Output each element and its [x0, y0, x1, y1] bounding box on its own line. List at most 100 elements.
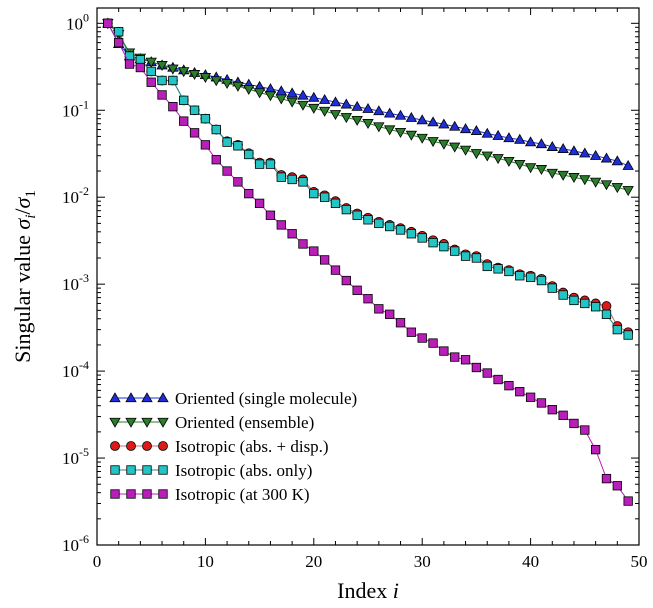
data-point — [612, 324, 622, 335]
x-tick-label: 0 — [93, 552, 102, 571]
legend-marker — [110, 465, 120, 475]
data-point — [481, 151, 493, 162]
data-point — [243, 84, 255, 95]
data-point — [569, 418, 579, 429]
data-point — [493, 374, 503, 385]
data-point — [450, 246, 460, 256]
x-axis-label: Index i — [337, 578, 399, 603]
data-point — [124, 59, 135, 69]
data-point — [579, 175, 591, 186]
data-point — [287, 229, 297, 239]
data-point — [492, 154, 504, 165]
data-point — [611, 155, 624, 166]
data-point — [221, 79, 233, 89]
data-point — [568, 145, 580, 156]
data-point — [405, 111, 418, 122]
data-point — [276, 220, 286, 230]
data-point — [482, 368, 492, 378]
data-point — [535, 165, 548, 175]
data-point — [438, 118, 450, 129]
data-point — [383, 107, 396, 118]
data-point — [459, 123, 472, 134]
data-point — [503, 156, 515, 167]
data-point — [579, 147, 591, 158]
legend-item: Isotropic (at 300 K) — [110, 485, 310, 504]
data-point — [427, 116, 439, 127]
data-point — [265, 159, 276, 169]
axis-labels: Index i Singular value σi/σ1 — [10, 190, 399, 603]
data-point — [611, 183, 624, 194]
data-point — [200, 140, 211, 150]
data-point — [547, 405, 557, 415]
data-point — [298, 239, 308, 249]
data-point — [406, 327, 417, 337]
data-point — [340, 113, 353, 124]
data-point — [200, 114, 211, 124]
data-point — [385, 309, 395, 319]
data-point — [189, 105, 200, 115]
data-point — [114, 27, 124, 37]
data-point — [145, 57, 157, 68]
data-point — [514, 159, 526, 170]
data-point — [286, 87, 298, 98]
data-point — [319, 192, 330, 202]
legend-marker — [110, 441, 120, 451]
data-point — [515, 387, 525, 397]
data-point — [341, 275, 351, 286]
series-4 — [103, 18, 633, 506]
data-point — [373, 122, 385, 133]
data-point — [395, 225, 406, 235]
data-point — [427, 137, 439, 148]
data-point — [222, 166, 232, 176]
legend-marker — [109, 392, 121, 403]
legend-marker — [158, 489, 168, 499]
data-point — [210, 76, 222, 87]
data-point — [363, 215, 373, 225]
legend-label: Isotropic (abs. + disp.) — [175, 437, 329, 456]
data-point — [449, 142, 461, 153]
data-point — [146, 77, 156, 87]
data-point — [264, 91, 277, 102]
data-point — [383, 125, 396, 136]
data-point — [569, 295, 579, 306]
data-point — [514, 133, 526, 144]
data-point — [157, 75, 167, 86]
data-point — [622, 159, 634, 170]
data-point — [515, 271, 525, 281]
legend-item: Oriented (ensemble) — [109, 413, 314, 432]
data-point — [308, 91, 320, 102]
data-point — [188, 70, 201, 80]
data-point — [374, 218, 384, 229]
data-point — [318, 106, 331, 117]
data-point — [471, 253, 482, 263]
data-point — [590, 302, 601, 312]
legend-marker — [125, 392, 137, 403]
data-point — [394, 128, 407, 138]
data-point — [222, 137, 232, 147]
y-tick-label: 10-2 — [62, 184, 89, 207]
data-point — [438, 139, 450, 150]
data-point — [536, 275, 547, 286]
series-0 — [102, 17, 634, 170]
series-layer — [102, 17, 634, 506]
data-point — [524, 136, 537, 147]
data-point — [589, 177, 602, 188]
y-tick-label: 10-3 — [62, 271, 89, 294]
data-point — [276, 172, 286, 182]
data-point — [318, 93, 331, 104]
data-point — [470, 125, 483, 135]
legend-marker — [142, 489, 152, 499]
series-3 — [103, 18, 633, 340]
data-point — [492, 129, 504, 140]
legend-marker — [110, 489, 120, 499]
data-point — [546, 140, 558, 151]
data-point — [504, 266, 514, 277]
y-tick-label: 10-6 — [62, 532, 89, 555]
data-point — [330, 265, 341, 275]
data-point — [244, 188, 254, 199]
legend-label: Isotropic (at 300 K) — [175, 485, 310, 504]
legend-marker — [142, 465, 152, 475]
data-point — [254, 198, 265, 208]
data-point — [600, 152, 613, 163]
data-point — [439, 241, 449, 252]
